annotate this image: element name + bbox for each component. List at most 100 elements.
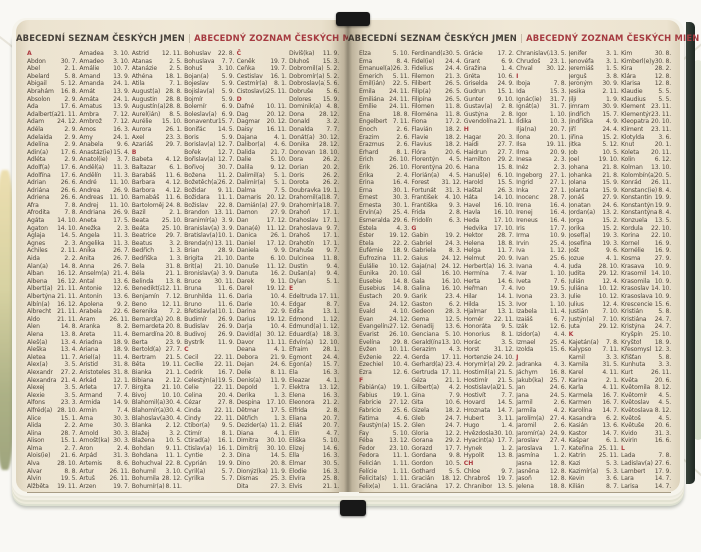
name-entry: Izolda 15. 6. — [516, 346, 566, 354]
name-entry: Konstantýna 8. 4. — [621, 209, 671, 217]
name-label: Hynek — [463, 444, 483, 452]
name-date: 9. 5. — [221, 422, 235, 430]
name-label: Ivo — [516, 285, 525, 293]
name-date: 11. 10. — [109, 179, 130, 187]
name-entry: Eliana 20. 7. — [289, 415, 339, 423]
name-date: 13. 1. — [497, 308, 514, 316]
name-date: 8. 11. — [270, 368, 287, 376]
name-label: Jolana — [568, 179, 587, 187]
name-date: 19. 7. — [270, 57, 287, 65]
name-label: Emil(ián) — [359, 80, 385, 88]
name-entry: Albín(a) 16. 12. — [27, 301, 77, 309]
name-entry: Ella 16. 3. — [289, 452, 339, 460]
name-label: Emila — [359, 87, 376, 95]
name-entry: Izabela 11. 4. — [516, 308, 566, 316]
name-label: Donát(a) — [288, 133, 315, 141]
page-title: ABECEDNÍ SEZNAM ČESKÝCH JMEN | ABECEDNÝ ZO… — [348, 20, 699, 43]
name-label: Horst — [463, 346, 480, 354]
name-date: 26. 1. — [165, 125, 182, 133]
section-letter: D — [236, 95, 242, 103]
name-label: Bernardína — [131, 330, 164, 338]
name-date: 20. 10. — [651, 118, 671, 126]
name-entry: Ilona 20. 1. — [516, 134, 566, 142]
name-entry: Ida 15. 3. — [516, 88, 566, 96]
name-date: 30. 8. — [654, 57, 671, 65]
name-label: Květoslav — [620, 399, 650, 407]
name-entry: Edeltruda 17. 11. — [289, 293, 339, 301]
name-date: 14. 10. — [57, 217, 77, 225]
name-date: 14. 10. — [57, 224, 77, 232]
name-label: Larisa — [620, 482, 639, 490]
name-date: 30. 3. — [113, 422, 130, 430]
name-entry: Cinda 22. 11. — [184, 407, 234, 415]
name-entry: Hjalmar 13. 1. — [464, 308, 514, 316]
name-label: Bojmír — [184, 95, 204, 103]
name-entry: Achiles 2. 11. — [27, 247, 77, 255]
name-entry: Andreas 11. 10. — [79, 194, 129, 202]
name-date: 20. 11. — [651, 148, 671, 156]
name-date: 28. 7. — [60, 429, 77, 437]
name-entry: Gál 16. 10. — [411, 270, 461, 278]
name-label: Darel — [236, 285, 253, 293]
name-date: 5. 9. — [221, 87, 235, 95]
name-date: 2. 9. — [64, 95, 77, 103]
name-label: Gabriela — [411, 247, 436, 255]
name-date: 25. 11. — [266, 87, 287, 95]
name-date: 14. 7. — [654, 482, 671, 490]
name-entry: Drahomír(a) 18. 7. — [289, 202, 339, 210]
name-label: Azariáš — [131, 141, 153, 149]
name-label: Adelaida — [27, 133, 53, 141]
elastic-band-top — [336, 12, 370, 26]
name-date: 28. 7. — [549, 194, 567, 202]
name-entry: Chval 30. 12. — [516, 65, 566, 73]
name-label: Chloe — [463, 467, 481, 475]
name-date: 24. 7. — [654, 315, 671, 323]
name-entry: Karmela 16. 7. — [569, 392, 619, 400]
name-label: Herta — [463, 277, 480, 285]
name-date: 8. 12. — [654, 406, 671, 414]
name-label: Darina — [236, 308, 256, 316]
name-label: Izabela — [516, 308, 537, 316]
name-label: Abigail — [27, 80, 47, 88]
name-entry: Dominik(a) 4. 8. — [289, 103, 339, 111]
name-entry: Afrodita 7. 8. — [27, 209, 77, 217]
name-entry: Ildika 10. 3. — [516, 118, 566, 126]
name-date: 2. 11. — [602, 87, 619, 95]
name-date: 19. 11. — [161, 361, 182, 369]
name-label: Hyacint(a) — [463, 437, 494, 445]
name-label: Adriána — [27, 186, 50, 194]
name-label: Gorana — [411, 437, 433, 445]
name-date: 31. 7. — [549, 103, 567, 111]
name-date: 2. 9. — [64, 156, 77, 164]
name-date: 17. 12. — [266, 217, 287, 225]
name-label: Fidelius — [411, 65, 433, 73]
name-entry: Danuta 16. 2. — [237, 270, 287, 278]
name-label: Dita — [236, 482, 249, 490]
name-entry: Bruce 30. 11. — [184, 278, 234, 286]
name-label: Květoš — [620, 414, 641, 422]
name-label: Dona — [288, 110, 305, 118]
name-entry: Jelena 18. 8. — [516, 483, 566, 491]
name-date: 5. 10. — [445, 330, 462, 338]
name-label: Damián(a) — [236, 201, 268, 209]
name-label: Dobroslav(a) — [288, 80, 325, 88]
name-label: Jenifer — [568, 50, 588, 57]
page-title: ABECEDNÍ SEZNAM ČESKÝCH JMEN | ABECEDNÝ ZO… — [16, 20, 367, 43]
name-label: Kosma — [620, 255, 641, 263]
name-entry: Deana 4. 1. — [237, 346, 287, 354]
name-entry: Adolfína 17. 6. — [27, 172, 77, 180]
name-label: Andrea — [79, 186, 101, 194]
name-entry: Bertram 21. 5. — [132, 354, 182, 362]
name-date: 23. 11. — [651, 110, 671, 118]
name-date: 15. 2. — [602, 224, 619, 232]
name-entry: Gertruda 17. 11. — [411, 369, 461, 377]
name-label: Achiles — [27, 247, 48, 255]
name-date: 13. 9. — [113, 103, 130, 111]
name-entry: Drahoš 17. 1. — [289, 232, 339, 240]
name-label: Ema — [359, 57, 373, 65]
name-entry: František 4. 10. — [411, 194, 461, 202]
name-date: 4. 12. — [165, 156, 182, 164]
name-entry: Ivana 4. 4. — [516, 263, 566, 271]
name-entry: Efraim 28. 1. — [289, 346, 339, 354]
name-entry: Jenifer 3. 1. — [569, 50, 619, 58]
